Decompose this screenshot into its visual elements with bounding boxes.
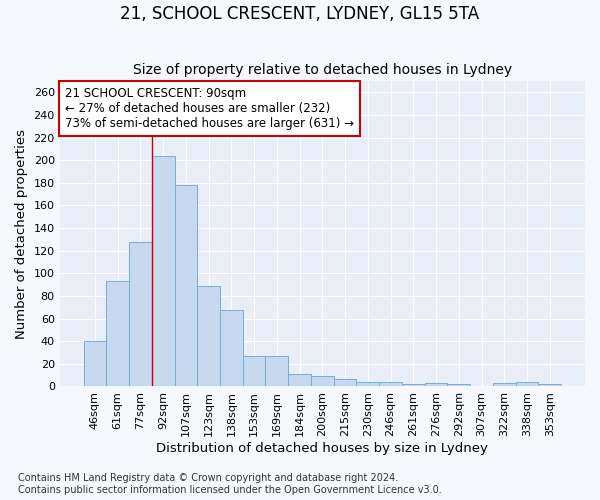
Bar — [265, 356, 288, 386]
Text: Contains HM Land Registry data © Crown copyright and database right 2024.
Contai: Contains HM Land Registry data © Crown c… — [18, 474, 442, 495]
Bar — [379, 382, 402, 386]
X-axis label: Distribution of detached houses by size in Lydney: Distribution of detached houses by size … — [157, 442, 488, 455]
Text: 21 SCHOOL CRESCENT: 90sqm
← 27% of detached houses are smaller (232)
73% of semi: 21 SCHOOL CRESCENT: 90sqm ← 27% of detac… — [65, 87, 354, 130]
Bar — [288, 374, 311, 386]
Bar — [334, 378, 356, 386]
Bar — [243, 356, 265, 386]
Text: 21, SCHOOL CRESCENT, LYDNEY, GL15 5TA: 21, SCHOOL CRESCENT, LYDNEY, GL15 5TA — [121, 5, 479, 23]
Bar — [220, 310, 243, 386]
Title: Size of property relative to detached houses in Lydney: Size of property relative to detached ho… — [133, 63, 512, 77]
Bar — [106, 281, 129, 386]
Bar — [493, 383, 515, 386]
Bar — [129, 242, 152, 386]
Bar — [175, 185, 197, 386]
Bar — [402, 384, 425, 386]
Bar — [515, 382, 538, 386]
Bar — [356, 382, 379, 386]
Bar — [538, 384, 561, 386]
Bar — [448, 384, 470, 386]
Bar — [83, 341, 106, 386]
Y-axis label: Number of detached properties: Number of detached properties — [15, 128, 28, 338]
Bar — [425, 383, 448, 386]
Bar — [152, 156, 175, 386]
Bar — [311, 376, 334, 386]
Bar — [197, 286, 220, 386]
